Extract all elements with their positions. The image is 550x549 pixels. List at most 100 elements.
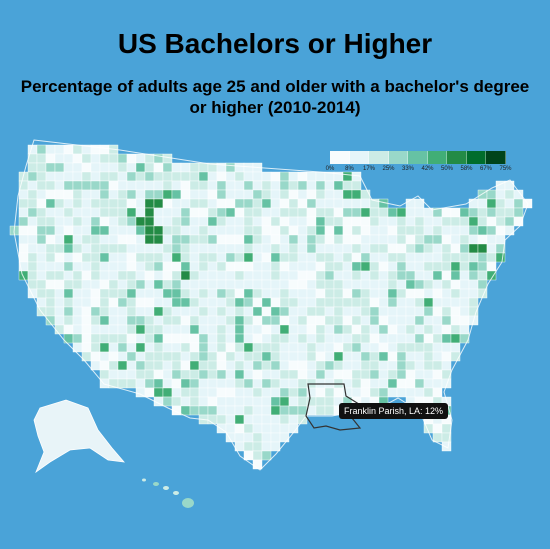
county-cell[interactable] — [468, 252, 479, 263]
county-cell[interactable] — [432, 387, 443, 398]
county-cell[interactable] — [315, 189, 326, 200]
county-cell[interactable] — [45, 171, 56, 182]
county-cell[interactable] — [135, 342, 146, 353]
county-cell[interactable] — [360, 234, 371, 245]
county-cell[interactable] — [279, 414, 290, 425]
county-cell[interactable] — [450, 351, 461, 362]
county-cell[interactable] — [198, 225, 209, 236]
county-cell[interactable] — [351, 198, 362, 209]
county-cell[interactable] — [279, 315, 290, 326]
county-cell[interactable] — [162, 360, 173, 371]
county-cell[interactable] — [99, 243, 110, 254]
county-cell[interactable] — [324, 351, 335, 362]
county-cell[interactable] — [288, 225, 299, 236]
county-cell[interactable] — [252, 360, 263, 371]
county-cell[interactable] — [171, 297, 182, 308]
county-cell[interactable] — [297, 270, 308, 281]
county-cell[interactable] — [441, 342, 452, 353]
county-cell[interactable] — [279, 234, 290, 245]
county-cell[interactable] — [333, 306, 344, 317]
county-cell[interactable] — [117, 324, 128, 335]
county-cell[interactable] — [108, 333, 119, 344]
county-cell[interactable] — [423, 369, 434, 380]
county-cell[interactable] — [162, 189, 173, 200]
county-cell[interactable] — [261, 225, 272, 236]
county-cell[interactable] — [36, 225, 47, 236]
county-cell[interactable] — [153, 387, 164, 398]
county-cell[interactable] — [252, 387, 263, 398]
county-cell[interactable] — [468, 270, 479, 281]
county-cell[interactable] — [243, 315, 254, 326]
county-cell[interactable] — [243, 207, 254, 218]
county-cell[interactable] — [207, 306, 218, 317]
county-cell[interactable] — [180, 387, 191, 398]
county-cell[interactable] — [216, 180, 227, 191]
county-cell[interactable] — [135, 216, 146, 227]
county-cell[interactable] — [315, 351, 326, 362]
county-cell[interactable] — [288, 252, 299, 263]
county-cell[interactable] — [135, 324, 146, 335]
county-cell[interactable] — [81, 270, 92, 281]
county-cell[interactable] — [279, 225, 290, 236]
county-cell[interactable] — [378, 279, 389, 290]
county-cell[interactable] — [405, 351, 416, 362]
county-cell[interactable] — [342, 351, 353, 362]
county-cell[interactable] — [162, 378, 173, 389]
county-cell[interactable] — [513, 216, 524, 227]
county-cell[interactable] — [468, 288, 479, 299]
county-cell[interactable] — [144, 387, 155, 398]
county-cell[interactable] — [396, 351, 407, 362]
county-cell[interactable] — [225, 378, 236, 389]
county-cell[interactable] — [72, 189, 83, 200]
county-cell[interactable] — [54, 207, 65, 218]
county-cell[interactable] — [126, 270, 137, 281]
county-cell[interactable] — [270, 216, 281, 227]
county-cell[interactable] — [63, 261, 74, 272]
county-cell[interactable] — [81, 261, 92, 272]
county-cell[interactable] — [378, 225, 389, 236]
county-cell[interactable] — [90, 279, 101, 290]
county-cell[interactable] — [234, 243, 245, 254]
county-cell[interactable] — [243, 432, 254, 443]
county-cell[interactable] — [279, 405, 290, 416]
county-cell[interactable] — [135, 297, 146, 308]
county-cell[interactable] — [99, 351, 110, 362]
county-cell[interactable] — [225, 396, 236, 407]
county-cell[interactable] — [378, 207, 389, 218]
county-cell[interactable] — [198, 189, 209, 200]
county-cell[interactable] — [252, 423, 263, 434]
county-cell[interactable] — [36, 270, 47, 281]
county-cell[interactable] — [180, 324, 191, 335]
county-cell[interactable] — [351, 207, 362, 218]
county-cell[interactable] — [117, 153, 128, 164]
county-cell[interactable] — [207, 396, 218, 407]
county-cell[interactable] — [216, 315, 227, 326]
county-cell[interactable] — [324, 198, 335, 209]
county-cell[interactable] — [162, 207, 173, 218]
county-cell[interactable] — [324, 189, 335, 200]
county-cell[interactable] — [180, 333, 191, 344]
county-cell[interactable] — [315, 288, 326, 299]
county-cell[interactable] — [288, 198, 299, 209]
county-cell[interactable] — [261, 198, 272, 209]
county-cell[interactable] — [234, 387, 245, 398]
county-cell[interactable] — [243, 198, 254, 209]
county-cell[interactable] — [81, 171, 92, 182]
county-cell[interactable] — [414, 378, 425, 389]
county-cell[interactable] — [324, 342, 335, 353]
county-cell[interactable] — [351, 261, 362, 272]
county-cell[interactable] — [81, 189, 92, 200]
county-cell[interactable] — [288, 180, 299, 191]
county-cell[interactable] — [288, 342, 299, 353]
county-cell[interactable] — [225, 405, 236, 416]
county-cell[interactable] — [180, 207, 191, 218]
county-cell[interactable] — [135, 234, 146, 245]
county-cell[interactable] — [315, 360, 326, 371]
county-cell[interactable] — [324, 180, 335, 191]
county-cell[interactable] — [288, 279, 299, 290]
county-cell[interactable] — [198, 351, 209, 362]
county-cell[interactable] — [441, 351, 452, 362]
county-cell[interactable] — [405, 207, 416, 218]
county-cell[interactable] — [135, 279, 146, 290]
